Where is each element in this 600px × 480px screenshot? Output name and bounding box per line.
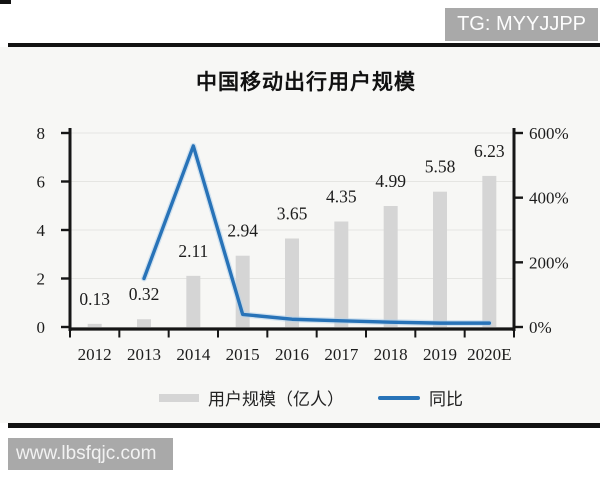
bar-2014 — [186, 275, 201, 327]
x-axis-label: 2012 — [78, 345, 112, 364]
right-axis-label: 400% — [529, 189, 569, 208]
bar-2020E — [482, 175, 497, 327]
top-divider — [8, 43, 600, 47]
chart-title: 中国移动出行用户规模 — [196, 71, 416, 94]
legend-item-bars: 用户规模（亿人） — [159, 385, 344, 410]
bar-value-label: 3.65 — [277, 203, 308, 223]
bar-series-swatch — [159, 393, 199, 402]
bar-2016 — [285, 238, 299, 327]
x-axis-label: 2016 — [275, 345, 309, 364]
right-axis-label: 200% — [529, 253, 569, 272]
bar-value-label: 5.58 — [425, 157, 456, 177]
x-axis-label: 2017 — [324, 345, 359, 364]
x-axis-label: 2013 — [127, 345, 161, 364]
chart-panel — [0, 47, 600, 423]
left-axis-label: 8 — [37, 124, 46, 143]
bar-2017 — [334, 221, 349, 327]
x-axis-label: 2014 — [176, 345, 211, 364]
corner-mark — [0, 0, 11, 4]
bar-value-label: 0.32 — [129, 284, 160, 304]
bar-value-label: 2.11 — [178, 241, 208, 261]
x-axis-label: 2019 — [423, 345, 457, 364]
bar-2019 — [433, 191, 447, 327]
bar-2013 — [137, 319, 151, 327]
site-watermark-badge: www.lbsfqjc.com — [8, 438, 173, 470]
bar-2018 — [383, 205, 398, 327]
bar-value-label: 2.94 — [227, 221, 258, 241]
chart-legend: 用户规模（亿人） 同比 — [159, 385, 463, 410]
line-series-swatch — [378, 395, 420, 400]
x-axis-label: 2015 — [226, 345, 260, 364]
tg-watermark-badge: TG: MYYJJPP — [445, 8, 598, 41]
legend-item-line: 同比 — [378, 385, 463, 410]
bar-value-label: 6.23 — [474, 141, 505, 161]
right-axis-label: 0% — [529, 318, 552, 337]
bar-series-label: 用户规模（亿人） — [208, 390, 344, 409]
bar-value-label: 4.99 — [375, 171, 406, 191]
left-axis-label: 2 — [37, 270, 46, 289]
bottom-divider — [8, 423, 600, 428]
x-axis-label: 2018 — [374, 345, 408, 364]
left-axis-label: 0 — [37, 318, 46, 337]
bar-value-label: 4.35 — [326, 187, 357, 207]
right-axis-label: 600% — [529, 124, 569, 143]
line-series — [142, 144, 492, 325]
bar-value-label: 0.13 — [79, 289, 110, 309]
left-axis-label: 4 — [37, 221, 46, 240]
line-series-label: 同比 — [429, 390, 463, 409]
x-axis-label: 2020E — [467, 345, 511, 364]
left-axis-label: 6 — [37, 173, 46, 192]
bar-2012 — [87, 323, 102, 327]
